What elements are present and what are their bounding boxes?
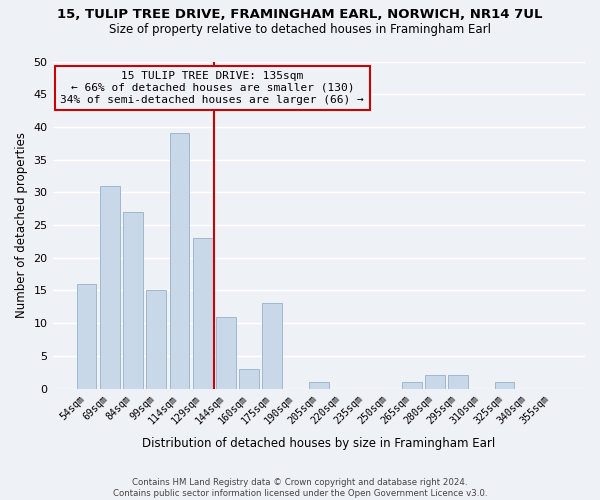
Bar [239,369,259,388]
Bar [216,316,236,388]
X-axis label: Distribution of detached houses by size in Framingham Earl: Distribution of detached houses by size … [142,437,496,450]
Text: 15 TULIP TREE DRIVE: 135sqm
← 66% of detached houses are smaller (130)
34% of se: 15 TULIP TREE DRIVE: 135sqm ← 66% of det… [61,72,364,104]
Bar [309,382,329,388]
Bar [170,134,190,388]
Bar [123,212,143,388]
Bar [402,382,422,388]
Bar [100,186,119,388]
Text: 15, TULIP TREE DRIVE, FRAMINGHAM EARL, NORWICH, NR14 7UL: 15, TULIP TREE DRIVE, FRAMINGHAM EARL, N… [57,8,543,20]
Bar [262,304,282,388]
Bar [77,284,97,389]
Bar [193,238,212,388]
Y-axis label: Number of detached properties: Number of detached properties [15,132,28,318]
Text: Size of property relative to detached houses in Framingham Earl: Size of property relative to detached ho… [109,22,491,36]
Text: Contains HM Land Registry data © Crown copyright and database right 2024.
Contai: Contains HM Land Registry data © Crown c… [113,478,487,498]
Bar [146,290,166,388]
Bar [425,376,445,388]
Bar [494,382,514,388]
Bar [448,376,468,388]
